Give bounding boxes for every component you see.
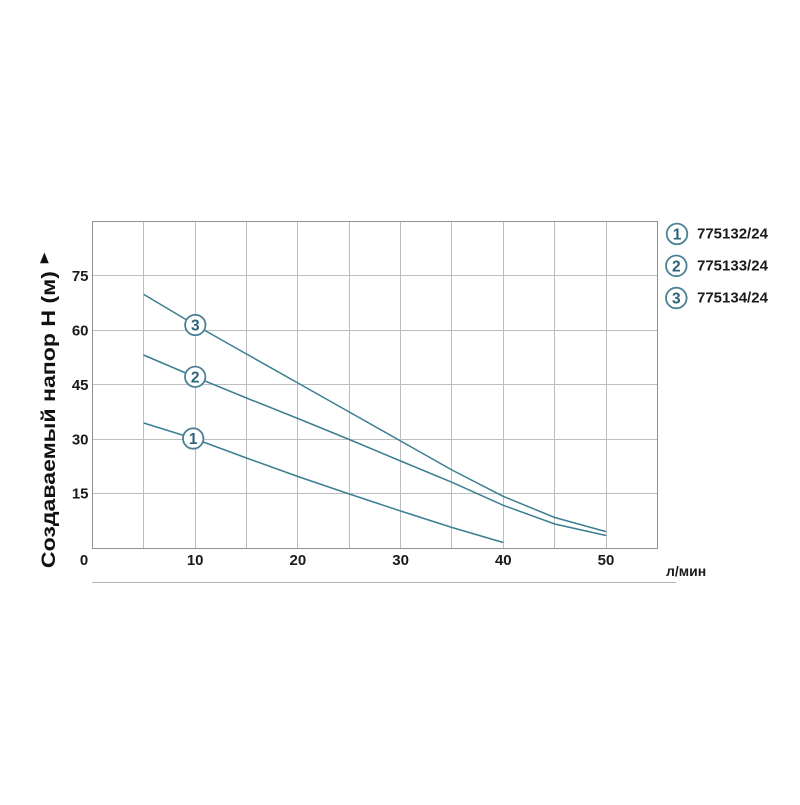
svg-text:45: 45 — [72, 377, 89, 394]
svg-text:3: 3 — [191, 318, 200, 335]
svg-text:20: 20 — [290, 552, 307, 569]
svg-text:10: 10 — [187, 552, 204, 569]
svg-text:40: 40 — [495, 552, 512, 569]
svg-text:775134/24: 775134/24 — [697, 289, 769, 306]
svg-text:0: 0 — [80, 552, 88, 569]
svg-text:775133/24: 775133/24 — [697, 257, 769, 274]
svg-text:Создаваемый напор Н (м): Создаваемый напор Н (м) — [38, 271, 60, 568]
svg-text:30: 30 — [72, 432, 89, 449]
svg-text:30: 30 — [392, 552, 409, 569]
svg-text:775132/24: 775132/24 — [697, 225, 769, 242]
svg-text:3: 3 — [672, 291, 681, 308]
svg-text:75: 75 — [72, 268, 89, 285]
svg-text:1: 1 — [189, 431, 198, 448]
svg-text:15: 15 — [72, 486, 89, 503]
svg-text:2: 2 — [672, 259, 681, 276]
svg-text:2: 2 — [191, 370, 200, 387]
svg-text:60: 60 — [72, 323, 89, 340]
svg-text:л/мин: л/мин — [666, 563, 706, 579]
svg-text:50: 50 — [598, 552, 615, 569]
svg-text:1: 1 — [673, 227, 682, 244]
